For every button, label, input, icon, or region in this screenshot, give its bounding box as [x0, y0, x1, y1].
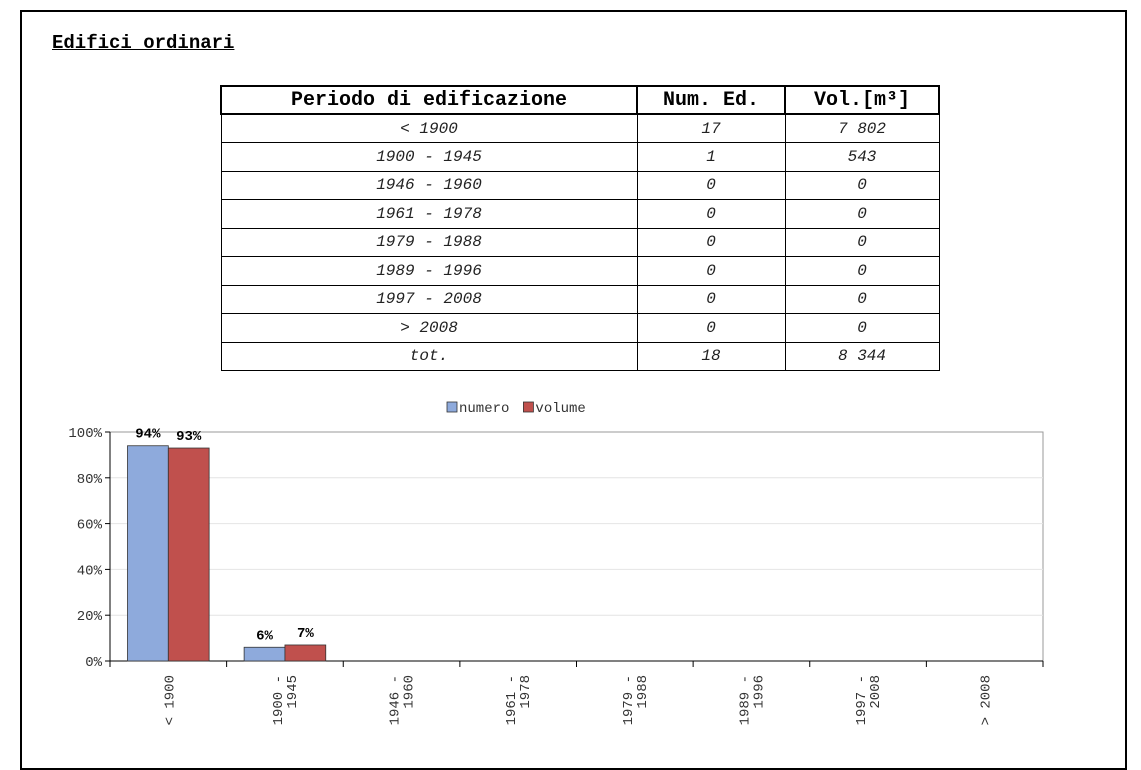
- legend-label: numero: [459, 401, 509, 417]
- x-tick-label: 1961 -1978: [504, 675, 534, 725]
- legend-swatch: [446, 401, 458, 413]
- table-cell: 1997 - 2008: [220, 284, 638, 314]
- table-cell: 1979 - 1988: [220, 227, 638, 257]
- y-tick-label: 20%: [77, 609, 103, 625]
- y-tick-label: 80%: [77, 472, 103, 488]
- table-row: 1989 - 1996 0 0: [220, 256, 940, 286]
- table-cell: 1946 - 1960: [220, 170, 638, 200]
- table-cell: 0: [784, 256, 940, 286]
- table-cell: 0: [636, 227, 786, 257]
- plot-area: [109, 431, 1044, 662]
- table-row: 1946 - 1960 0 0: [220, 170, 940, 200]
- y-tick-label: 100%: [68, 426, 102, 442]
- value-label: 6%: [256, 628, 273, 644]
- table-row: 1979 - 1988 0 0: [220, 227, 940, 257]
- x-tick-label: 1997 -2008: [854, 675, 884, 725]
- x-tick-label: 1989 -1996: [737, 675, 767, 725]
- table-row: > 2008 0 0: [220, 313, 940, 343]
- table-cell: 1989 - 1996: [220, 256, 638, 286]
- table-cell: 0: [784, 313, 940, 343]
- x-tick-label: > 2008: [979, 675, 995, 725]
- value-label: 94%: [135, 427, 161, 443]
- table-cell: 17: [636, 113, 786, 143]
- table-cell: 1961 - 1978: [220, 199, 638, 229]
- header-cell: Periodo di edificazione: [220, 85, 638, 115]
- x-tick-label: < 1900: [162, 675, 178, 725]
- page: {"title": "Edifici ordinari", "table": {…: [20, 10, 1127, 770]
- header-cell: Vol.[m³]: [784, 85, 940, 115]
- chart: 0% 20% 40% 60% 80% 100% < 1900 94% 93% 1900 -1945…: [68, 401, 1044, 725]
- table-cell: tot.: [220, 341, 638, 371]
- table: Periodo di edificazione Num. Ed. Vol.[m³] …: [220, 85, 940, 371]
- table-cell: 8 344: [784, 341, 940, 371]
- value-label: 7%: [297, 626, 314, 642]
- x-tick-label: 1946 -1960: [388, 675, 418, 725]
- y-tick-label: 0%: [85, 655, 102, 671]
- table-cell: 18: [636, 341, 786, 371]
- bar: [243, 646, 286, 662]
- table-row: 1961 - 1978 0 0: [220, 199, 940, 229]
- bar: [284, 644, 327, 662]
- table-cell: 1900 - 1945: [220, 142, 638, 172]
- header-cell: Num. Ed.: [636, 85, 786, 115]
- x-tick-label: 1979 -1988: [621, 675, 651, 725]
- x-tick-label: 1900 -1945: [271, 675, 301, 725]
- legend-label: volume: [535, 401, 585, 417]
- table-row: tot. 18 8 344: [220, 341, 940, 371]
- table-cell: 7 802: [784, 113, 940, 143]
- bar: [127, 445, 169, 662]
- y-tick-label: 40%: [77, 563, 103, 579]
- y-tick-label: 60%: [77, 518, 103, 534]
- table-row: 1997 - 2008 0 0: [220, 284, 940, 314]
- legend-swatch: [523, 401, 534, 413]
- table-cell: 0: [784, 170, 940, 200]
- table-cell: 0: [636, 313, 786, 343]
- bar: [167, 447, 210, 662]
- title: Edifici ordinari: [52, 32, 235, 54]
- table-cell: 0: [784, 199, 940, 229]
- table-cell: 0: [636, 170, 786, 200]
- value-label: 93%: [176, 429, 202, 445]
